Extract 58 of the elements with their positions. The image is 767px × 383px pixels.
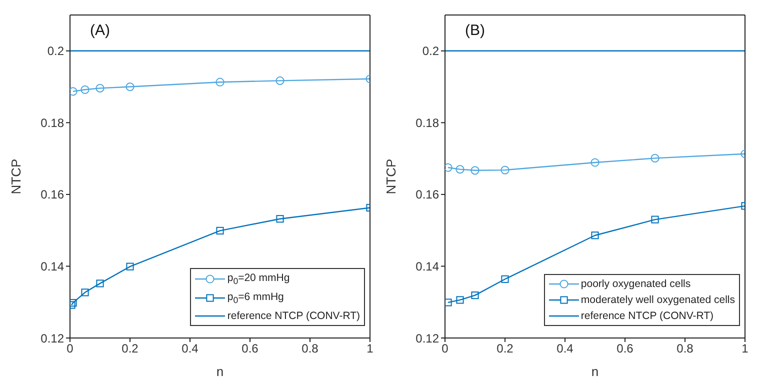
point xyxy=(651,216,659,224)
point xyxy=(470,166,480,175)
point xyxy=(650,154,660,162)
y-tick-label: 0.16 xyxy=(416,188,440,202)
y-tick-label: 0.16 xyxy=(40,188,64,202)
x-tick-label: 0 xyxy=(442,342,449,356)
legend-label: reference NTCP (CONV-RT) xyxy=(580,309,714,324)
point xyxy=(216,226,224,234)
point xyxy=(126,262,134,270)
y-tick-label: 0.18 xyxy=(416,116,440,130)
point xyxy=(590,158,600,167)
x-tick-label: 0.6 xyxy=(242,342,259,356)
legend-label: moderately well oxygenated cells xyxy=(580,293,735,308)
point xyxy=(471,291,479,300)
legend-label: p$_{0}$=6 mmHg xyxy=(227,290,284,307)
point xyxy=(445,298,452,306)
point xyxy=(70,299,77,307)
legend-label: reference NTCP (CONV-RT) xyxy=(227,309,360,324)
x-tick-label: 0.8 xyxy=(676,342,694,356)
point xyxy=(126,82,134,92)
x-tick-label: 1 xyxy=(366,342,374,356)
y-tick-label: 0.2 xyxy=(47,44,64,58)
y-tick-label: 0.18 xyxy=(40,116,64,130)
point xyxy=(70,87,78,96)
point xyxy=(80,85,90,94)
y-tick-label: 0.14 xyxy=(416,259,440,274)
x-tick-label: 0.2 xyxy=(496,342,514,356)
y-tick-label: 0.12 xyxy=(416,331,440,346)
point xyxy=(276,76,284,85)
point xyxy=(591,232,599,240)
y-axis-title: NTCP xyxy=(8,158,24,194)
y-tick-label: 0.2 xyxy=(422,44,440,58)
y-axis-title: NTCP xyxy=(384,158,399,194)
point xyxy=(501,275,509,283)
y-tick-label: 0.12 xyxy=(40,331,64,346)
point xyxy=(445,163,452,172)
x-tick-label: 0.4 xyxy=(556,342,574,356)
legend-label: poorly oxygenated cells xyxy=(580,277,691,292)
point xyxy=(456,165,464,174)
x-axis-title: n xyxy=(216,364,224,379)
point xyxy=(456,296,464,304)
point xyxy=(216,78,224,86)
x-axis-title: n xyxy=(591,364,599,379)
y-tick-label: 0.14 xyxy=(40,259,64,274)
x-tick-label: 0.6 xyxy=(616,342,634,356)
x-tick-label: 1 xyxy=(742,342,749,356)
annotation: (A) xyxy=(90,22,110,39)
annotation: (B) xyxy=(465,22,485,39)
point xyxy=(96,84,104,93)
point xyxy=(81,288,89,296)
point xyxy=(500,166,510,174)
x-tick-label: 0.2 xyxy=(122,342,139,356)
point xyxy=(276,215,284,223)
x-tick-label: 0.8 xyxy=(302,342,319,356)
x-tick-label: 0 xyxy=(66,342,74,356)
point xyxy=(96,280,104,288)
x-tick-label: 0.4 xyxy=(182,342,199,356)
legend-label: p$_{0}$=20 mmHg xyxy=(227,270,290,288)
